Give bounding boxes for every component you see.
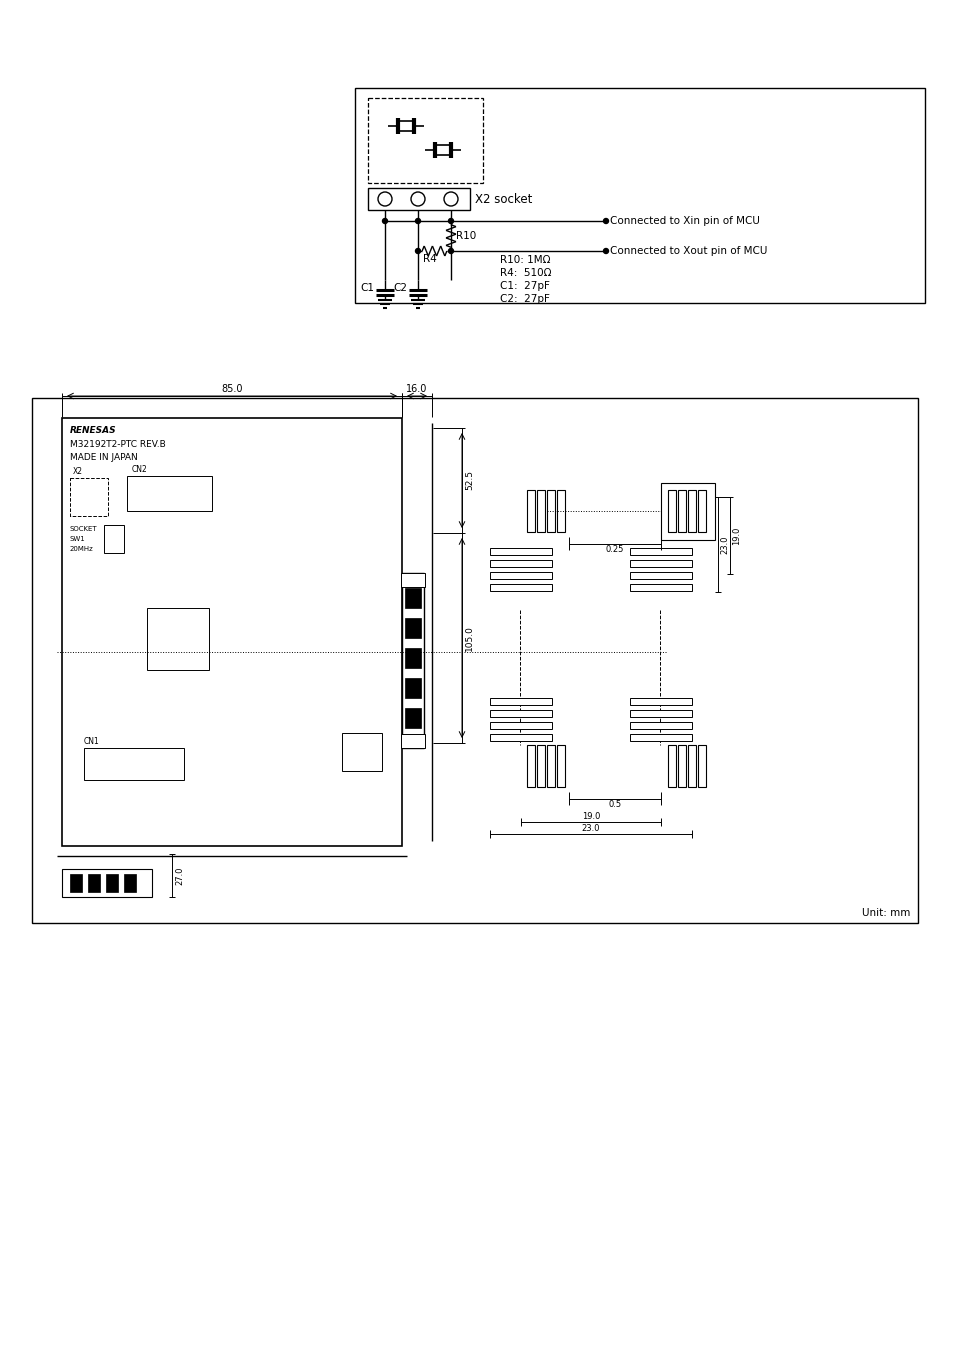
Text: 85.0: 85.0	[221, 383, 242, 394]
Bar	[490, 698, 552, 705]
Bar	[490, 734, 552, 741]
Bar	[341, 733, 381, 771]
Bar	[687, 490, 696, 532]
Text: SW1: SW1	[70, 536, 86, 541]
Text: SOCKET: SOCKET	[70, 526, 97, 532]
Text: CN1: CN1	[84, 737, 100, 747]
Bar	[678, 490, 685, 532]
Bar	[124, 873, 136, 892]
Circle shape	[448, 248, 453, 254]
Bar	[629, 722, 691, 729]
Bar	[557, 490, 564, 532]
Bar	[698, 490, 705, 532]
Bar	[106, 873, 118, 892]
Bar	[490, 548, 552, 555]
Bar	[62, 869, 152, 896]
Text: R10: 1MΩ: R10: 1MΩ	[499, 255, 550, 265]
Bar	[405, 648, 420, 668]
Bar	[629, 710, 691, 717]
Text: Connected to Xout pin of MCU: Connected to Xout pin of MCU	[609, 246, 766, 256]
Text: 19.0: 19.0	[581, 811, 599, 821]
Bar	[526, 490, 535, 532]
Bar	[526, 745, 535, 787]
Text: X2: X2	[73, 467, 83, 477]
Bar	[62, 418, 401, 846]
Bar	[368, 188, 470, 211]
Bar	[629, 572, 691, 579]
Text: M32192T2-PTC REV.B: M32192T2-PTC REV.B	[70, 440, 166, 450]
Circle shape	[416, 248, 420, 254]
Bar	[629, 698, 691, 705]
Circle shape	[448, 219, 453, 224]
Bar	[537, 745, 544, 787]
Bar	[400, 572, 424, 587]
Bar	[405, 707, 420, 728]
Bar	[147, 608, 209, 670]
Bar	[32, 398, 917, 923]
Text: C2:  27pF: C2: 27pF	[499, 294, 549, 304]
Text: R4: R4	[422, 254, 436, 265]
Bar	[687, 745, 696, 787]
Text: R4:  510Ω: R4: 510Ω	[499, 269, 551, 278]
Text: 0.25: 0.25	[605, 545, 623, 554]
Text: C2: C2	[393, 284, 407, 293]
Text: Connected to Xin pin of MCU: Connected to Xin pin of MCU	[609, 216, 760, 225]
Bar	[546, 490, 555, 532]
Text: RENESAS: RENESAS	[70, 427, 116, 435]
Bar	[70, 478, 108, 516]
Bar	[355, 88, 924, 302]
Bar	[537, 490, 544, 532]
Bar	[400, 734, 424, 748]
Text: CN2: CN2	[132, 464, 148, 474]
Bar	[490, 722, 552, 729]
Bar	[398, 122, 413, 131]
Text: R10: R10	[456, 231, 476, 242]
Bar	[88, 873, 100, 892]
Bar	[660, 483, 714, 540]
Circle shape	[603, 219, 608, 224]
Text: X2 socket: X2 socket	[475, 193, 532, 207]
Circle shape	[416, 219, 420, 224]
Bar	[629, 734, 691, 741]
Text: C1:  27pF: C1: 27pF	[499, 281, 549, 292]
Bar	[678, 745, 685, 787]
Bar	[490, 572, 552, 579]
Bar	[490, 560, 552, 567]
Text: 105.0: 105.0	[464, 625, 474, 651]
Text: 16.0: 16.0	[406, 383, 427, 394]
Bar	[70, 873, 82, 892]
Text: 23.0: 23.0	[581, 824, 599, 833]
Bar	[698, 745, 705, 787]
Bar	[368, 99, 482, 184]
Text: 20MHz: 20MHz	[70, 545, 93, 552]
Bar	[546, 745, 555, 787]
Bar	[557, 745, 564, 787]
Circle shape	[382, 219, 387, 224]
Bar	[84, 748, 184, 780]
Text: Unit: mm: Unit: mm	[861, 909, 909, 918]
Text: MADE IN JAPAN: MADE IN JAPAN	[70, 454, 137, 462]
Bar	[667, 745, 676, 787]
Bar	[629, 548, 691, 555]
Text: 52.5: 52.5	[464, 471, 474, 490]
Bar	[104, 525, 124, 553]
Bar	[405, 589, 420, 608]
Circle shape	[603, 248, 608, 254]
Text: 19.0: 19.0	[731, 526, 740, 544]
Bar	[490, 585, 552, 591]
Bar	[405, 678, 420, 698]
Bar	[436, 144, 450, 155]
Text: 27.0: 27.0	[174, 867, 184, 884]
Bar	[127, 477, 212, 512]
Bar	[629, 560, 691, 567]
Bar	[490, 710, 552, 717]
Text: 23.0: 23.0	[720, 535, 728, 554]
Bar	[401, 572, 423, 748]
Bar	[629, 585, 691, 591]
Text: 0.5: 0.5	[608, 801, 621, 809]
Bar	[405, 618, 420, 639]
Text: C1: C1	[359, 284, 374, 293]
Bar	[667, 490, 676, 532]
